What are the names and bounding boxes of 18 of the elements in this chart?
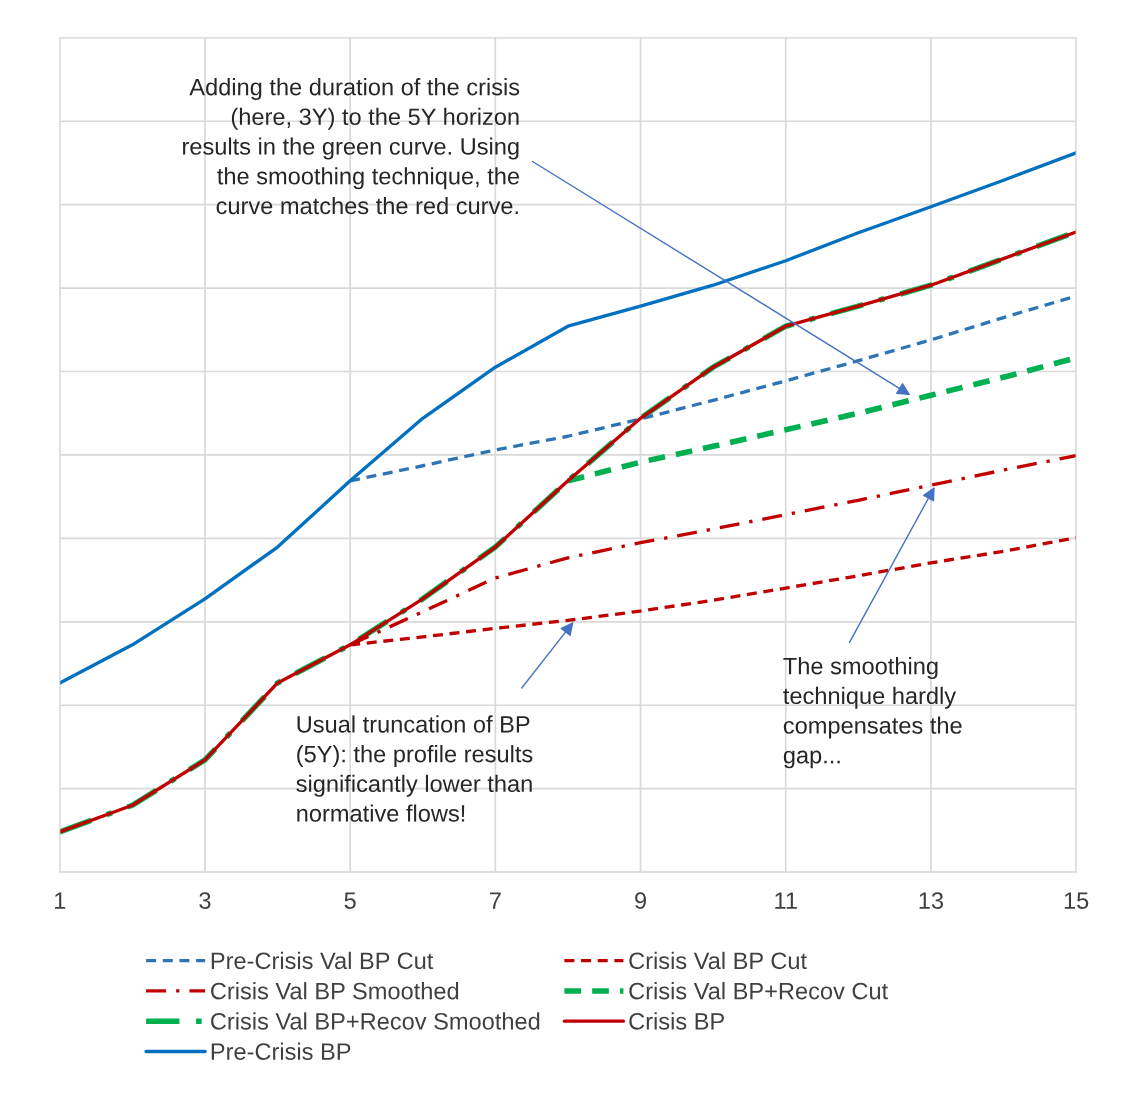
x-tick-label: 3 xyxy=(199,892,211,909)
legend-label: Crisis Val BP+Recov Smoothed xyxy=(211,1012,540,1030)
legend-label: Crisis BP xyxy=(629,1012,724,1030)
legend-label: Crisis Val BP Smoothed xyxy=(211,982,459,1000)
legend-label: Crisis Val BP Cut xyxy=(629,951,807,970)
x-tick-label: 15 xyxy=(1064,892,1089,909)
legend-label: Crisis Val BP+Recov Cut xyxy=(629,982,888,1000)
x-tick-label: 13 xyxy=(919,892,944,909)
x-tick-label: 7 xyxy=(490,892,501,909)
x-tick-label: 9 xyxy=(635,892,646,909)
legend-label: Pre-Crisis Val BP Cut xyxy=(211,951,434,970)
x-tick-label: 5 xyxy=(344,892,356,909)
annotation: The smoothing technique hardly compensates the gap... xyxy=(783,657,962,769)
annotation: Adding the duration of the crisis (here, 3Y) to the 5Y horizon results in the green curve. Using the smoothing technique, the curve matches the red curve. xyxy=(183,78,520,215)
legend-label: Pre-Crisis BP xyxy=(211,1042,351,1060)
annotation: Usual truncation of BP (5Y): the profile results significantly lower than normative flows! xyxy=(296,715,533,822)
x-tick-label: 1 xyxy=(55,892,66,909)
x-tick-label: 11 xyxy=(775,892,797,909)
